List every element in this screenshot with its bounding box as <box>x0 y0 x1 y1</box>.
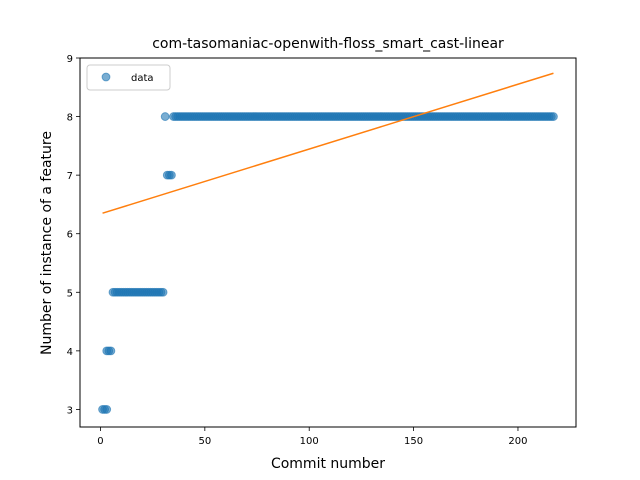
x-tick-label: 50 <box>198 436 211 447</box>
data-point <box>160 112 170 121</box>
x-axis-label: Commit number <box>271 456 385 472</box>
chart-title: com-tasomaniac-openwith-floss_smart_cast… <box>152 36 504 52</box>
data-points <box>98 112 558 414</box>
y-tick-label: 5 <box>67 288 73 299</box>
x-tick-label: 150 <box>404 436 423 447</box>
legend: data <box>86 64 171 91</box>
x-axis: 0 50 100 150 200 <box>97 427 528 447</box>
legend-box <box>86 64 171 91</box>
legend-label: data <box>131 73 154 84</box>
data-point <box>158 287 168 297</box>
x-tick-label: 100 <box>300 436 319 447</box>
y-tick-label: 9 <box>67 54 73 65</box>
data-point <box>102 405 112 414</box>
data-point <box>167 170 176 180</box>
y-axis: 3 4 5 6 7 8 9 <box>67 54 80 416</box>
fit-line-path <box>102 72 554 214</box>
fit-line <box>102 72 554 214</box>
data-point <box>106 346 116 356</box>
y-tick-label: 6 <box>67 230 73 241</box>
y-tick-label: 4 <box>67 347 73 358</box>
y-axis-label: Number of instance of a feature <box>39 131 55 355</box>
y-tick-label: 8 <box>67 113 73 124</box>
x-tick-label: 200 <box>508 436 527 447</box>
data-point <box>549 112 558 121</box>
legend-marker <box>101 72 111 82</box>
x-tick-label: 0 <box>97 436 103 447</box>
y-tick-label: 3 <box>67 405 73 416</box>
y-tick-label: 7 <box>67 171 73 182</box>
